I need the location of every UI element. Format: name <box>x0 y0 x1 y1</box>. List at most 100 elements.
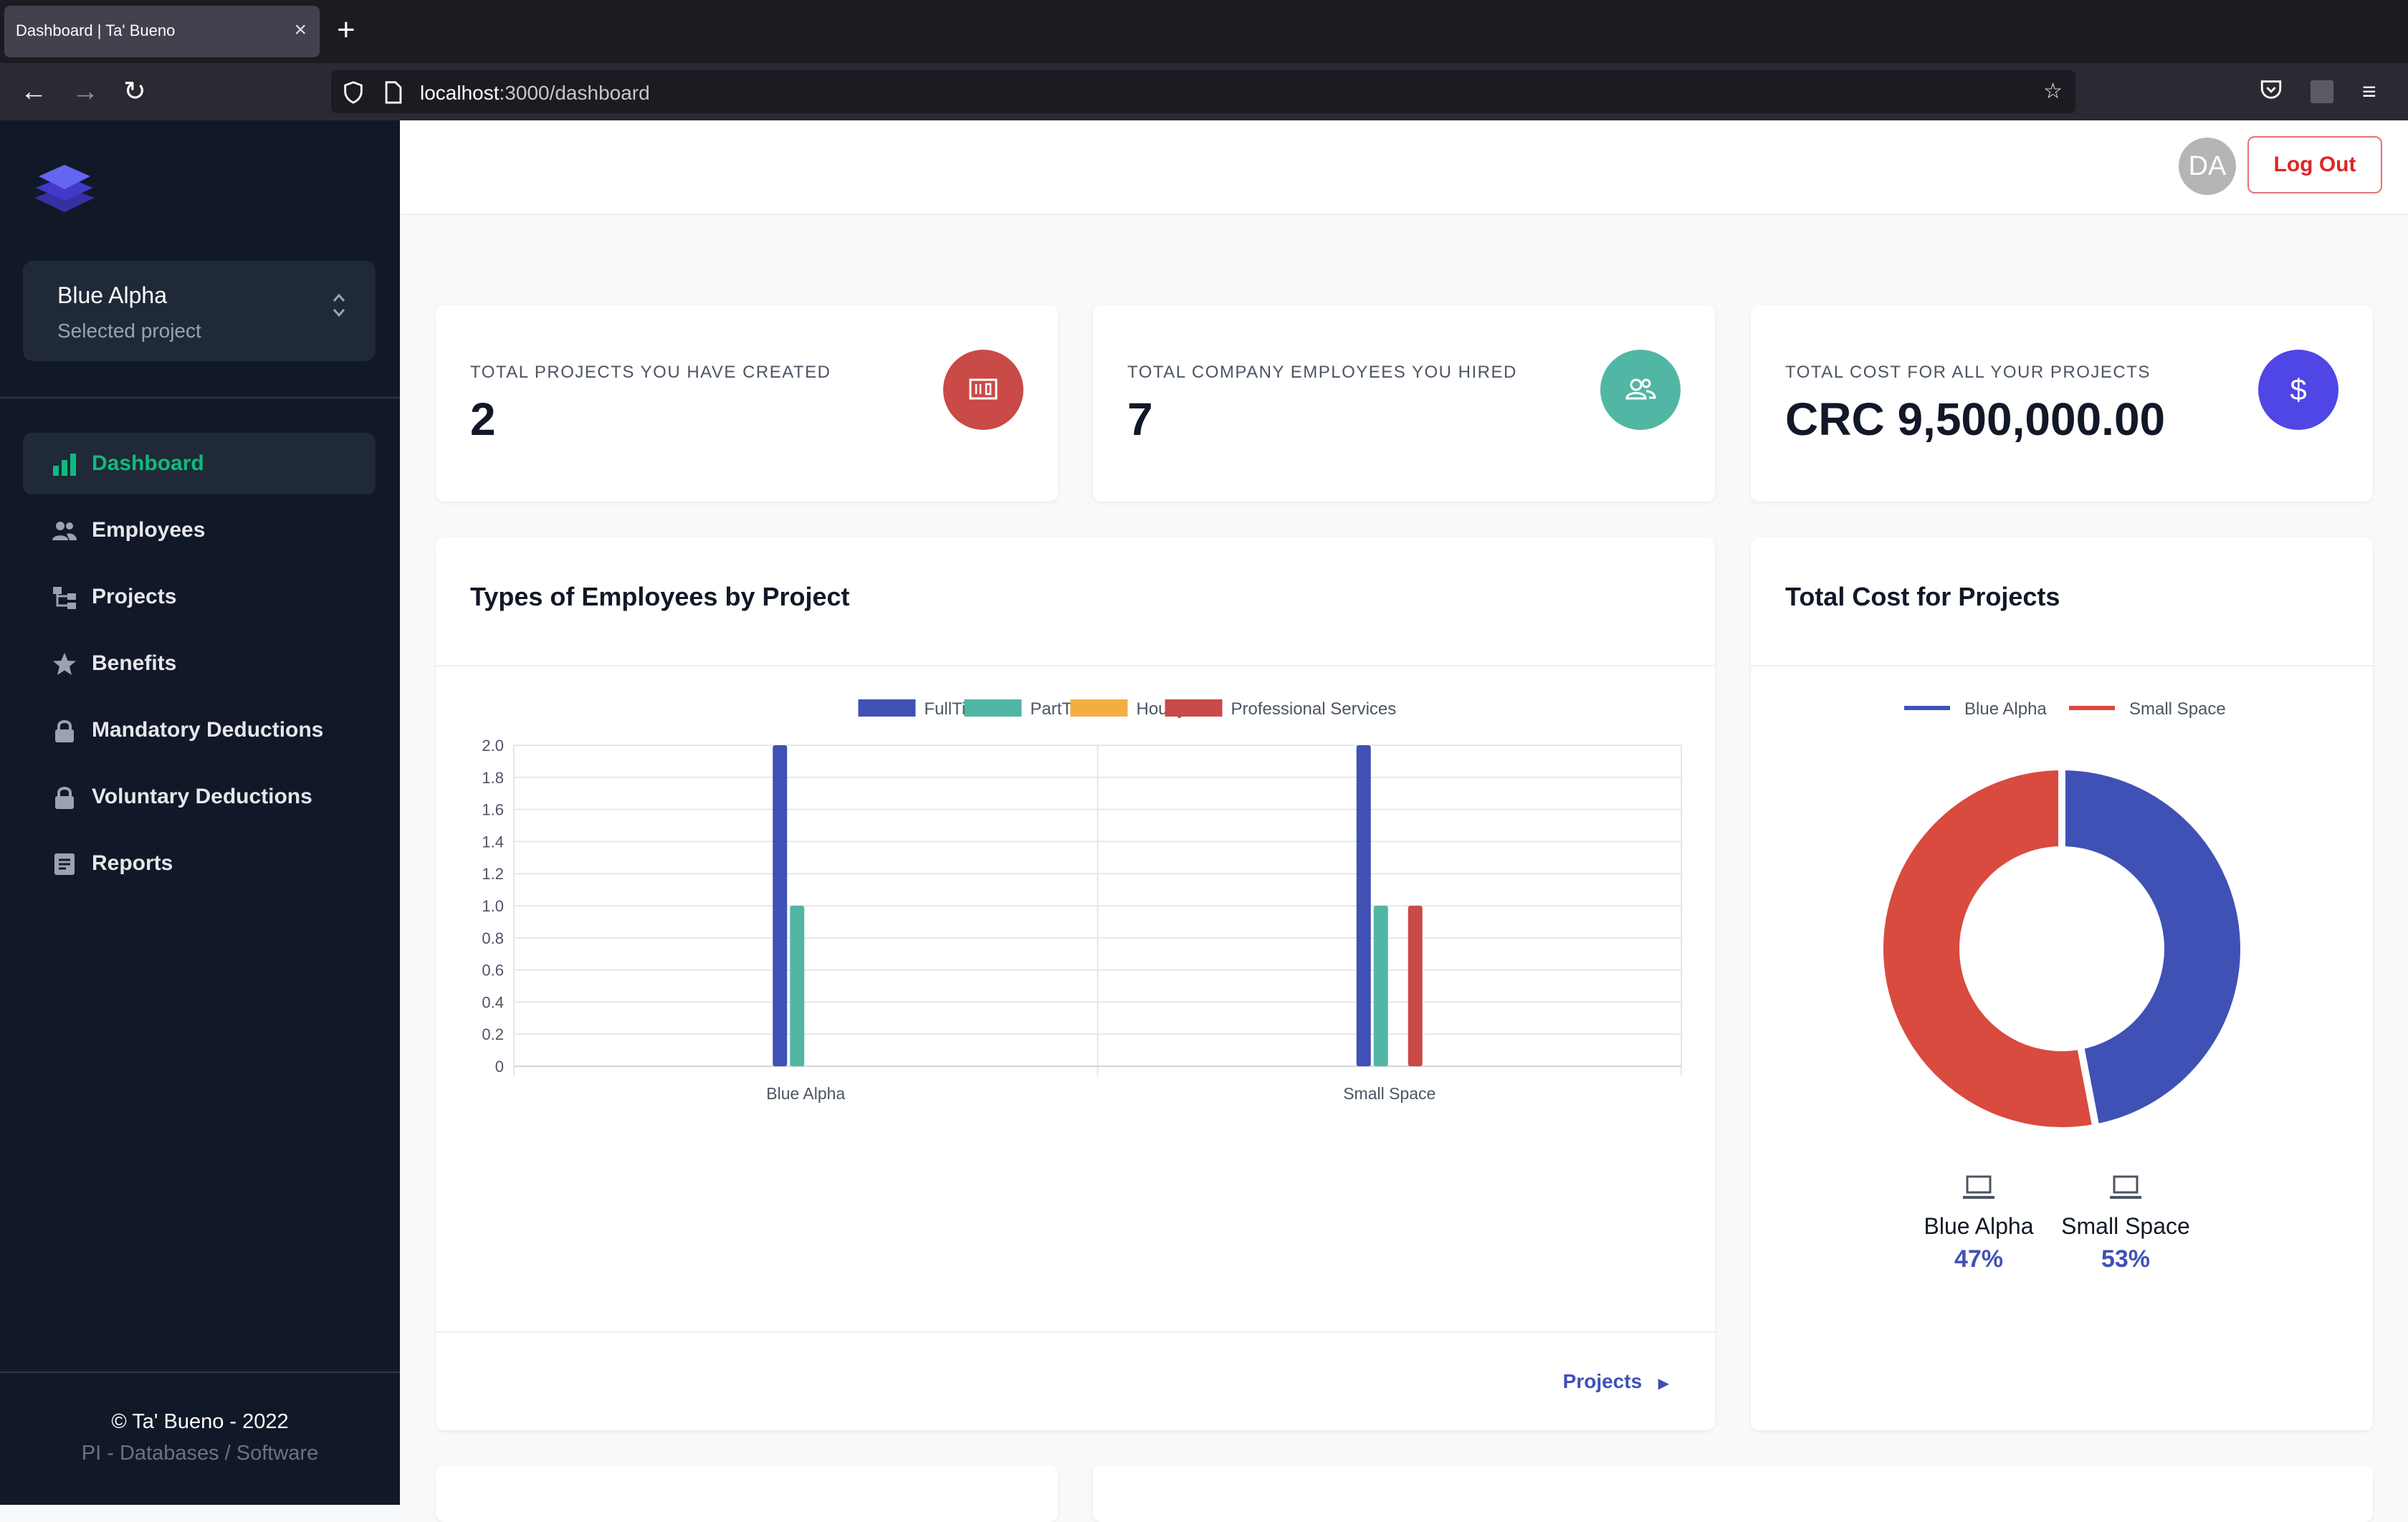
hierarchy-icon <box>53 587 76 609</box>
card-divider <box>436 665 1715 666</box>
sidebar-item-label: Voluntary Deductions <box>92 785 312 808</box>
shield-icon[interactable] <box>341 80 366 105</box>
sidebar-item-label: Projects <box>92 585 177 608</box>
legend-swatch <box>858 699 916 717</box>
svg-text:$: $ <box>2290 373 2306 406</box>
dollar-icon: $ <box>2258 350 2338 430</box>
sidebar-item-voluntary-deductions[interactable]: Voluntary Deductions <box>23 766 376 828</box>
sidebar-item-label: Benefits <box>92 651 177 675</box>
lock-icon <box>55 720 74 742</box>
y-tick-label: 0.2 <box>482 1025 504 1043</box>
y-tick-label: 0 <box>495 1058 504 1076</box>
y-tick-label: 0.4 <box>482 993 504 1011</box>
document-icon <box>54 853 75 875</box>
bar <box>1373 906 1388 1066</box>
bottom-card <box>1093 1465 2373 1522</box>
stat-label: TOTAL COMPANY EMPLOYEES YOU HIRED <box>1127 363 1517 382</box>
sidebar: Blue Alpha Selected project Dashboard Em… <box>0 120 400 1505</box>
chevron-up-down-icon <box>333 293 345 317</box>
projects-link[interactable]: Projects ▶ <box>1563 1370 1669 1393</box>
cost-donut-chart: Blue Alpha Small Space <box>1876 699 2247 1134</box>
donut-slice <box>2058 762 2247 1132</box>
sidebar-item-benefits[interactable]: Benefits <box>23 633 376 694</box>
forward-icon[interactable]: → <box>72 77 99 107</box>
sidebar-divider <box>0 397 400 398</box>
bar <box>1356 745 1371 1066</box>
y-tick-label: 2.0 <box>482 737 504 755</box>
sidebar-nav: Dashboard Employees Projects <box>23 433 376 899</box>
sidebar-item-dashboard[interactable]: Dashboard <box>23 433 376 494</box>
users-icon <box>52 522 77 540</box>
projects-link-label: Projects <box>1562 1370 1643 1392</box>
menu-icon[interactable]: ≡ <box>2362 78 2376 105</box>
logo-icon[interactable] <box>33 161 96 218</box>
stat-value: 7 <box>1127 393 1153 445</box>
legend-swatch <box>964 699 1022 717</box>
cost-chart-card: Total Cost for Projects Blue Alpha Small … <box>1751 537 2373 1430</box>
employees-chart-card: Types of Employees by Project FullTime Pa… <box>436 537 1715 1430</box>
extension-icon[interactable] <box>2311 80 2333 103</box>
donut-slice <box>1876 762 2101 1134</box>
y-tick-label: 0.8 <box>482 929 504 947</box>
footer-subtitle: PI - Databases / Software <box>81 1442 319 1465</box>
cost-item-percent: 47% <box>1954 1245 2004 1273</box>
sidebar-item-projects[interactable]: Projects <box>23 566 376 628</box>
back-icon[interactable]: ← <box>20 77 47 107</box>
top-header: DA Log Out <box>400 120 2408 215</box>
star-icon <box>53 653 76 675</box>
x-tick-label: Blue Alpha <box>766 1084 845 1103</box>
legend-swatch <box>1070 699 1128 717</box>
close-icon[interactable]: × <box>294 18 307 42</box>
y-tick-label: 1.0 <box>482 897 504 915</box>
sidebar-item-employees[interactable]: Employees <box>23 499 376 561</box>
url-text[interactable]: localhost:3000/dashboard <box>420 82 650 104</box>
cost-item-percent: 53% <box>2101 1245 2151 1273</box>
sidebar-item-label: Reports <box>92 851 173 875</box>
browser-tab-bar: Dashboard | Ta' Bueno × + <box>0 0 2408 63</box>
cost-item-small-space: Small Space 53% <box>2054 1174 2197 1273</box>
legend-swatch <box>1904 706 1950 710</box>
y-tick-label: 1.8 <box>482 769 504 787</box>
bar <box>773 745 788 1066</box>
legend-swatch <box>1165 699 1223 717</box>
selected-project-label: Selected project <box>57 320 201 342</box>
project-selector[interactable]: Blue Alpha Selected project <box>23 261 376 361</box>
reload-icon[interactable]: ↻ <box>123 77 146 107</box>
stat-card-employees: TOTAL COMPANY EMPLOYEES YOU HIRED 7 <box>1093 305 1715 502</box>
browser-tab[interactable]: Dashboard | Ta' Bueno × <box>4 6 320 57</box>
y-tick-label: 1.6 <box>482 801 504 819</box>
cost-item-blue-alpha: Blue Alpha 47% <box>1907 1174 2050 1273</box>
legend-label: Blue Alpha <box>1964 699 2047 719</box>
bottom-card <box>436 1465 1058 1522</box>
bookmark-star-icon[interactable]: ☆ <box>2043 80 2063 103</box>
legend-swatch <box>2069 706 2115 710</box>
footer-copyright: © Ta' Bueno - 2022 <box>111 1410 289 1433</box>
sidebar-item-label: Mandatory Deductions <box>92 718 324 742</box>
sidebar-item-label: Employees <box>92 518 206 542</box>
legend-label: Professional Services <box>1231 699 1397 719</box>
logout-button[interactable]: Log Out <box>2247 136 2382 193</box>
stat-value: 2 <box>470 393 496 445</box>
url-bar[interactable]: localhost:3000/dashboard ☆ <box>331 70 2075 113</box>
new-tab-icon[interactable]: + <box>337 12 355 47</box>
stat-label: TOTAL COST FOR ALL YOUR PROJECTS <box>1785 363 2151 382</box>
stat-label: TOTAL PROJECTS YOU HAVE CREATED <box>470 363 831 382</box>
card-title: Types of Employees by Project <box>470 582 850 611</box>
cost-item-name: Blue Alpha <box>1924 1213 2034 1239</box>
page-icon <box>385 81 402 104</box>
chevron-right-icon: ▶ <box>1658 1376 1669 1392</box>
sidebar-item-mandatory-deductions[interactable]: Mandatory Deductions <box>23 699 376 761</box>
slideshow-icon <box>943 350 1023 430</box>
bar <box>790 906 805 1066</box>
bar <box>1408 906 1423 1066</box>
tab-title: Dashboard | Ta' Bueno <box>16 21 176 39</box>
y-tick-label: 1.4 <box>482 833 504 851</box>
sidebar-item-reports[interactable]: Reports <box>23 833 376 894</box>
users-icon <box>1600 350 1681 430</box>
sidebar-item-label: Dashboard <box>92 451 204 475</box>
avatar[interactable]: DA <box>2179 138 2236 195</box>
bar-chart-icon <box>53 454 76 476</box>
pocket-icon[interactable] <box>2259 77 2283 102</box>
selected-project-name: Blue Alpha <box>57 282 168 308</box>
y-tick-label: 1.2 <box>482 865 504 883</box>
